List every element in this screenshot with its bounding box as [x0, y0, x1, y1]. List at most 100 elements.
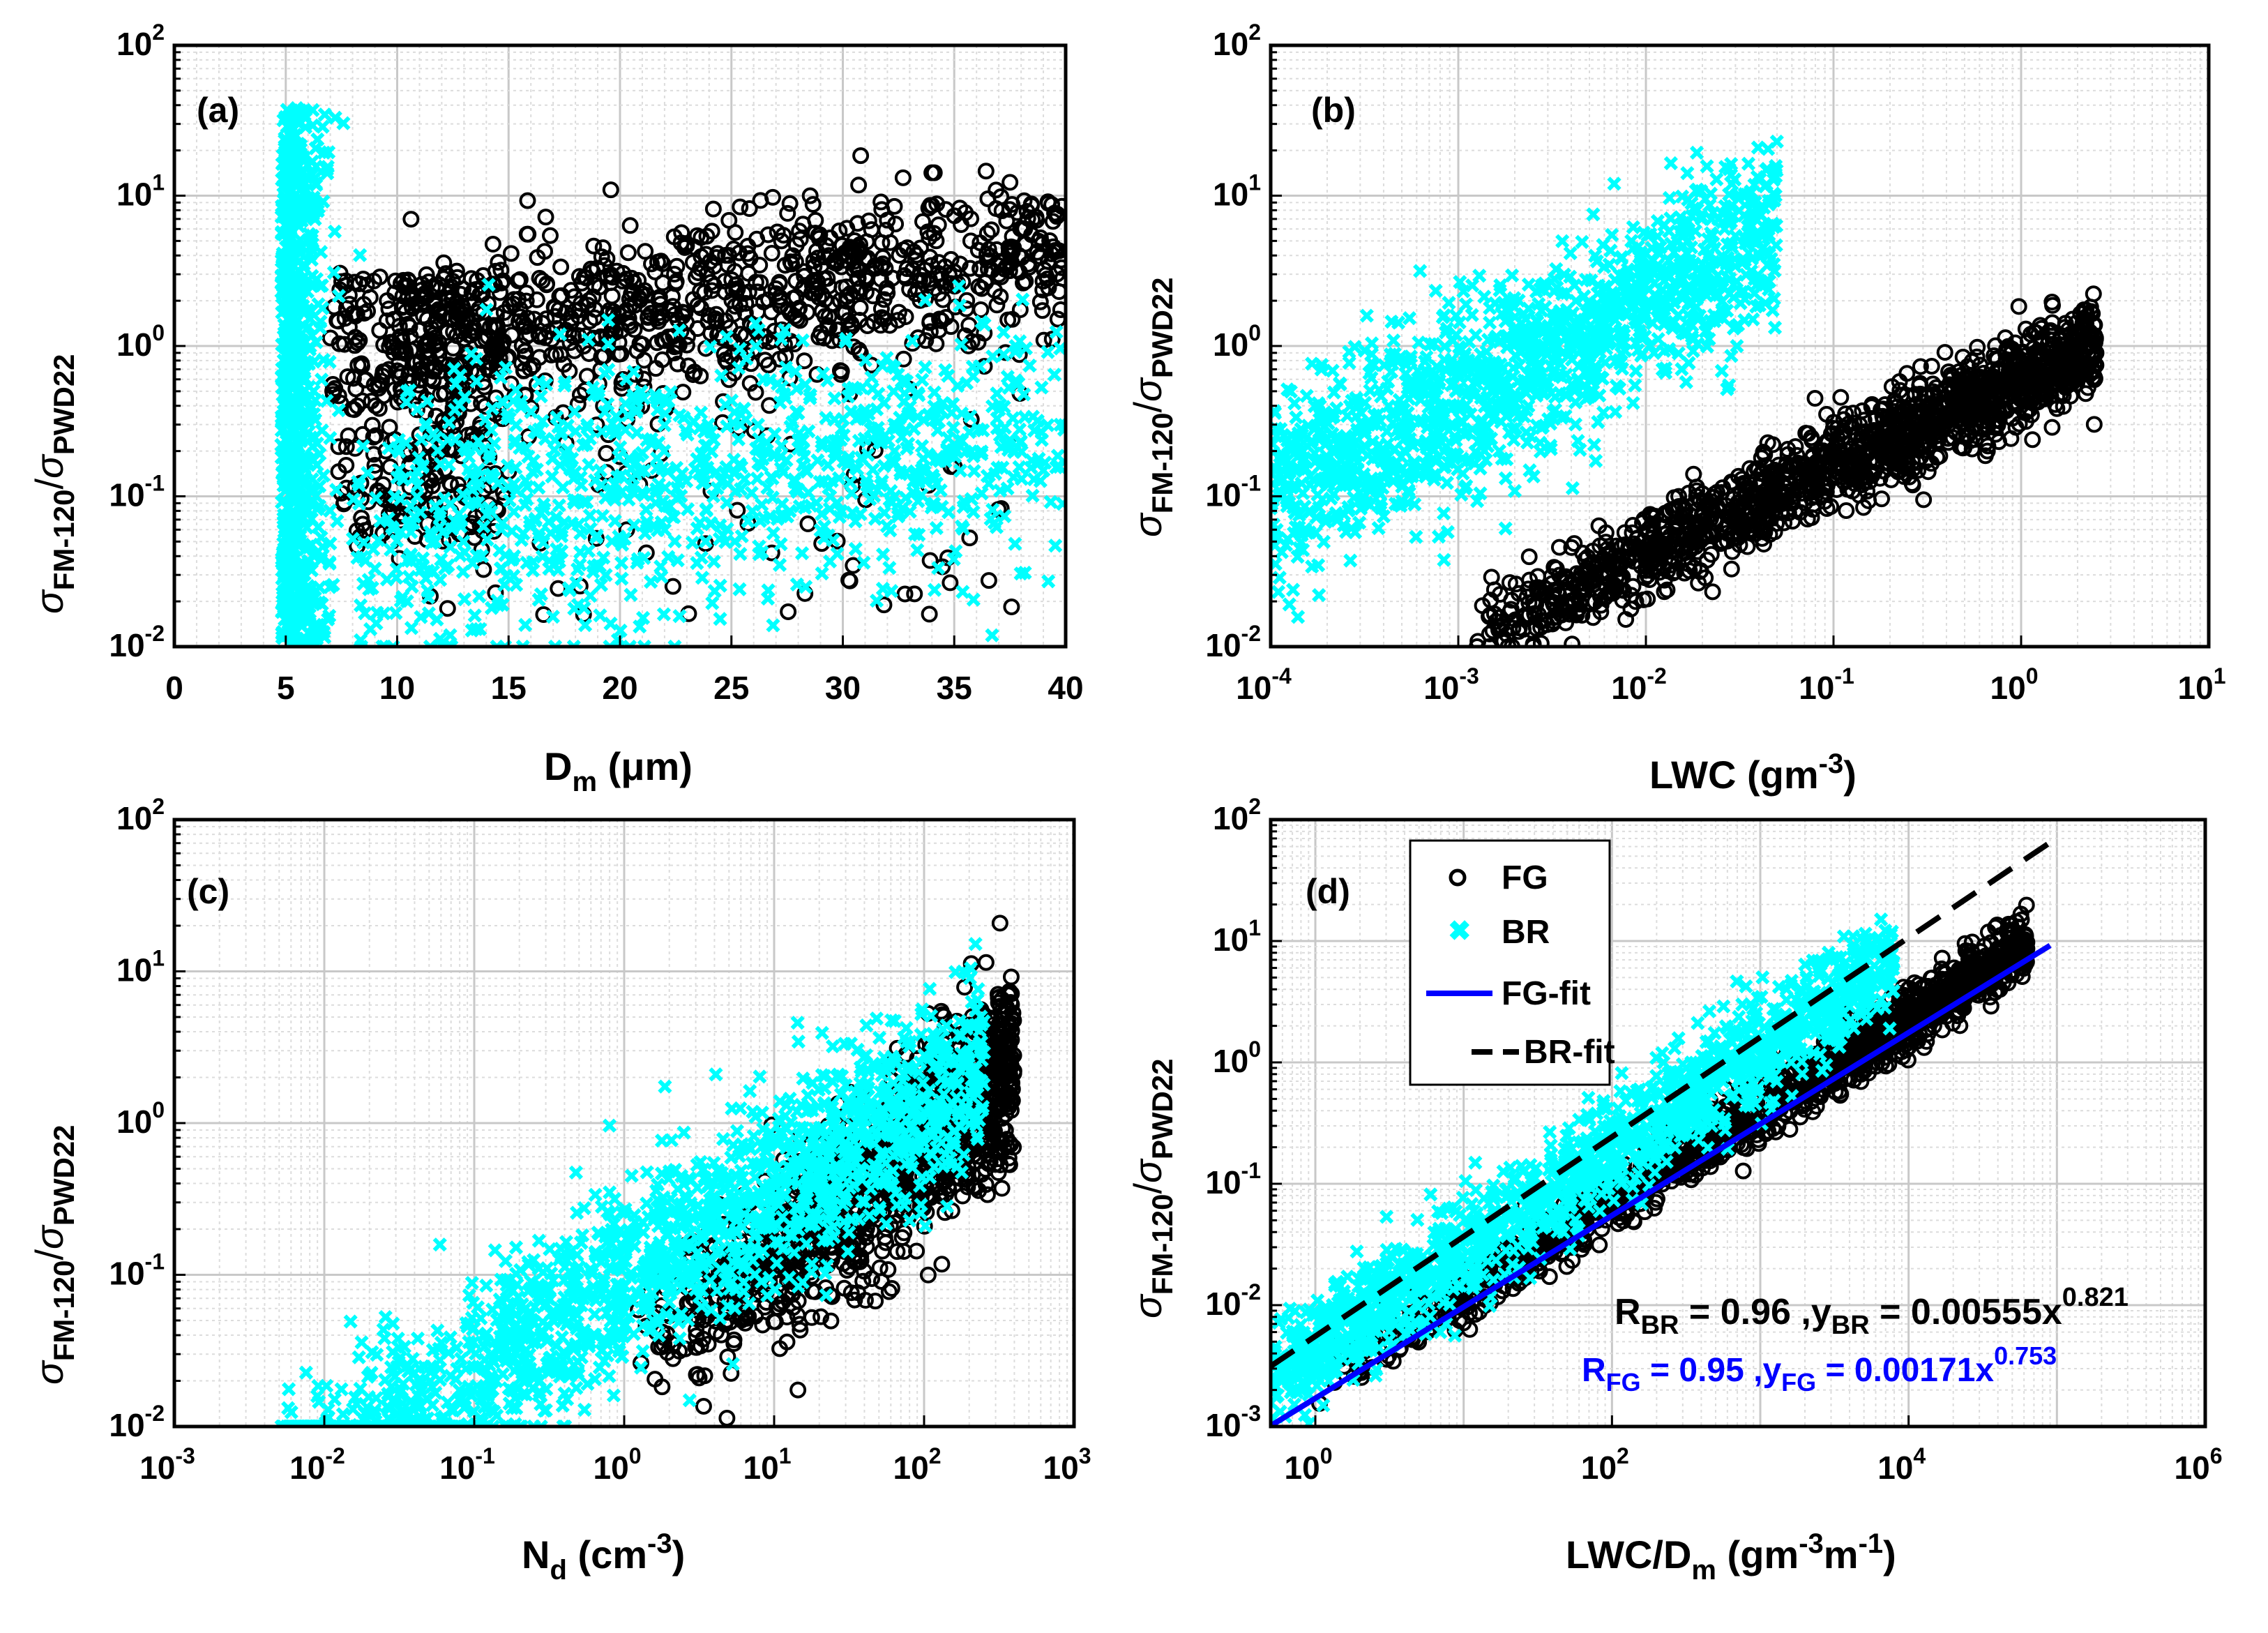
br-point: [952, 298, 967, 313]
fg-point: [1004, 228, 1021, 246]
fg-point: [978, 225, 996, 242]
br-point: [829, 449, 843, 463]
br-point: [353, 598, 368, 612]
br-point: [1015, 292, 1030, 307]
br-point: [927, 582, 942, 597]
br-point: [589, 530, 604, 545]
br-point: [951, 378, 965, 393]
br-point: [775, 497, 789, 512]
br-point: [476, 519, 491, 534]
fg-point: [481, 449, 498, 466]
br-point: [755, 497, 769, 512]
br-point: [605, 416, 620, 431]
br-point: [415, 458, 430, 473]
br-point: [954, 337, 969, 352]
br-point: [577, 617, 593, 633]
br-point: [607, 476, 623, 491]
br-point: [887, 361, 902, 375]
fg-point: [543, 331, 561, 348]
fg-point: [678, 234, 695, 252]
br-point: [704, 516, 718, 531]
br-point: [612, 449, 626, 464]
fg-point: [502, 375, 520, 393]
br-point: [874, 435, 889, 450]
br-point: [534, 587, 548, 602]
br-point: [943, 444, 958, 459]
br-point: [622, 453, 637, 467]
fg-point: [850, 341, 868, 359]
br-point: [430, 443, 445, 458]
br-point: [310, 204, 325, 218]
fg-point: [517, 328, 535, 345]
br-point: [310, 132, 325, 147]
br-point: [774, 438, 789, 453]
br-point: [918, 360, 932, 375]
br-point: [287, 580, 302, 594]
fg-point: [649, 253, 666, 271]
fg-point: [709, 245, 726, 262]
fg-point: [443, 278, 460, 296]
br-point: [1027, 472, 1041, 487]
fg-point: [379, 292, 396, 310]
fg-point: [437, 384, 454, 402]
fg-point: [875, 291, 893, 308]
br-point: [280, 384, 296, 399]
br-point: [327, 224, 342, 239]
fg-point: [925, 164, 943, 181]
br-point: [665, 509, 679, 524]
fg-point: [617, 270, 635, 287]
x-tick-label: 15: [491, 670, 527, 706]
fg-point: [1034, 273, 1052, 290]
fg-point: [431, 363, 448, 380]
fg-point: [969, 241, 987, 259]
fg-point: [322, 329, 339, 347]
fg-point: [791, 299, 808, 317]
br-point: [283, 307, 298, 322]
fg-point: [794, 280, 812, 298]
br-point: [792, 499, 807, 513]
br-point: [521, 449, 536, 464]
br-point: [309, 178, 324, 193]
br-point: [623, 587, 638, 602]
br-point: [813, 523, 828, 538]
fg-point: [1704, 583, 1721, 601]
br-point: [780, 509, 795, 524]
br-point: [564, 516, 579, 531]
br-point: [695, 476, 710, 490]
br-point: [484, 504, 499, 520]
fg-point: [347, 308, 364, 325]
br-point: [761, 583, 776, 598]
br-point: [706, 489, 721, 504]
br-point: [714, 368, 729, 383]
fg-point: [707, 313, 725, 330]
fg-point: [723, 271, 741, 289]
br-point: [516, 526, 531, 541]
br-point: [601, 337, 616, 352]
br-point: [739, 352, 754, 366]
fg-point: [1787, 438, 1804, 456]
br-point: [699, 502, 713, 517]
br-point: [1041, 574, 1056, 589]
br-point: [1442, 295, 1456, 310]
br-point: [353, 248, 368, 262]
fg-point: [484, 236, 501, 253]
br-point: [448, 377, 463, 391]
br-point: [966, 592, 981, 607]
br-point: [754, 458, 769, 473]
fg-point: [487, 262, 504, 280]
br-point: [311, 520, 326, 534]
fg-point: [962, 259, 979, 277]
br-point: [281, 250, 296, 266]
br-point: [760, 481, 775, 495]
br-point: [891, 509, 906, 524]
fg-point: [598, 250, 616, 267]
br-point: [314, 372, 329, 387]
br-point: [294, 612, 309, 626]
br-point: [582, 508, 598, 523]
br-point: [296, 257, 311, 272]
br-point: [481, 278, 496, 292]
br-point: [308, 412, 323, 428]
br-point: [444, 639, 459, 647]
fg-point: [481, 361, 499, 379]
